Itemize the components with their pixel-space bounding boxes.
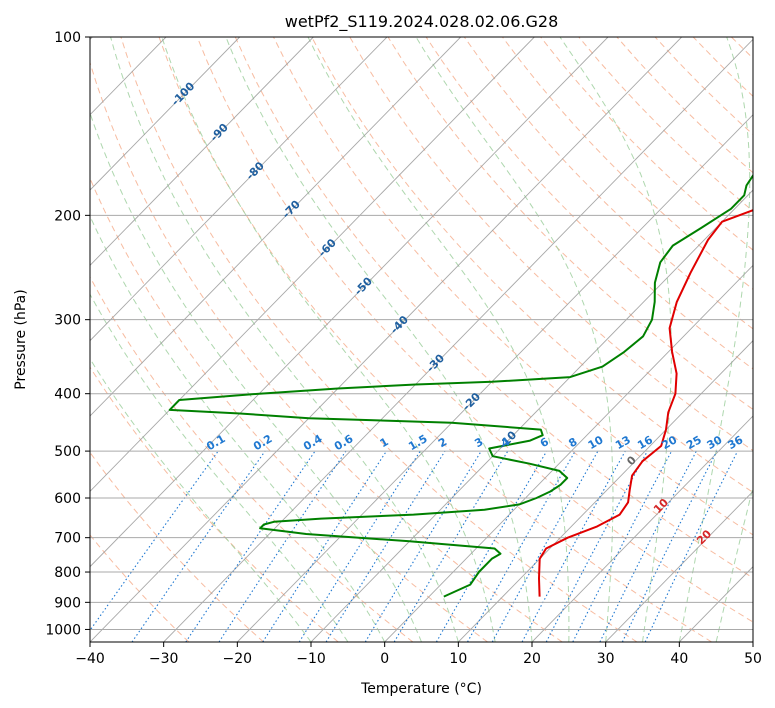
isotherm-line	[531, 415, 753, 642]
mixing-ratio-line	[298, 450, 421, 642]
mixing-ratio-line	[545, 450, 648, 642]
dry-adiabat	[90, 177, 488, 642]
dry-adiabat	[234, 37, 753, 579]
y-tick-label: 800	[54, 565, 81, 581]
dry-adiabat	[90, 366, 339, 642]
dry-adiabat	[311, 37, 753, 493]
moist-adiabat	[678, 37, 751, 642]
mixing-ratio-line	[185, 450, 316, 642]
x-tick-label: −10	[296, 651, 326, 667]
isotherm-line	[90, 37, 314, 267]
dry-adiabat	[196, 37, 753, 623]
moist-adiabat	[715, 485, 753, 642]
temperature-profile	[538, 209, 753, 597]
plot-background	[90, 37, 753, 642]
isotherm-line	[605, 490, 753, 642]
y-tick-label: 300	[54, 313, 81, 329]
x-tick-label: −40	[75, 651, 105, 667]
dry-adiabat	[90, 451, 264, 642]
y-tick-label: 200	[54, 208, 81, 224]
dry-adiabat	[770, 37, 775, 642]
dewpoint-profile	[168, 173, 753, 598]
moist-adiabat	[90, 111, 422, 642]
isotherm-line	[90, 37, 535, 492]
x-axis-ticks: −40 −30 −20 −10 0 10 20 30 40 50	[75, 642, 762, 667]
y-tick-label: 500	[54, 444, 81, 460]
isotherm-line	[90, 37, 388, 342]
x-tick-label: −20	[223, 651, 253, 667]
moist-adiabat	[225, 37, 533, 642]
moist-adiabat	[90, 214, 386, 642]
mixing-ratio-line	[262, 450, 387, 642]
isotherm-line	[90, 37, 609, 568]
mixing-ratio-line	[218, 450, 347, 642]
isotherm-line	[90, 37, 241, 191]
x-tick-label: 10	[449, 651, 467, 667]
isotherm-line	[90, 37, 683, 642]
y-tick-label: 400	[54, 387, 81, 403]
y-tick-label: 100	[54, 30, 81, 46]
mixing-ratio-line	[90, 450, 219, 632]
dry-adiabat	[425, 37, 753, 370]
x-axis-label: Temperature (°C)	[360, 681, 482, 697]
moist-adiabat	[110, 37, 459, 642]
moist-adiabat	[559, 37, 672, 642]
moist-adiabat	[161, 37, 496, 642]
x-tick-label: 50	[744, 651, 762, 667]
isotherm-line	[458, 340, 753, 642]
y-tick-label: 600	[54, 491, 81, 507]
y-axis-ticks: 100 200 300 400 500 600 700 800 900 1000	[45, 30, 90, 638]
x-tick-label: 40	[670, 651, 688, 667]
y-tick-label: 700	[54, 531, 81, 547]
dry-adiabat	[90, 61, 563, 642]
profile-lines	[168, 173, 753, 598]
dry-adiabat	[387, 37, 753, 411]
moist-adiabat	[415, 37, 614, 642]
isotherm-line	[384, 264, 753, 642]
isotherm-line	[752, 641, 753, 642]
mixing-ratio-line	[491, 450, 599, 642]
x-tick-label: 30	[597, 651, 615, 667]
y-tick-label: 900	[54, 595, 81, 611]
mixing-ratio-line	[599, 450, 697, 642]
chart-title: wetPf2_S119.2024.028.02.06.G28	[285, 12, 559, 32]
y-axis-label: Pressure (hPa)	[13, 289, 29, 389]
mixing-ratio-line	[467, 450, 576, 642]
dry-adiabat	[120, 37, 638, 642]
mixing-ratio-line	[131, 450, 266, 642]
moist-adiabat	[307, 37, 570, 642]
x-tick-label: 20	[523, 651, 541, 667]
background-lines	[90, 37, 775, 642]
isotherm-line	[90, 37, 462, 417]
mixing-ratio-line	[621, 450, 718, 642]
mixing-ratio-line	[521, 450, 626, 642]
mixing-ratio-line	[364, 450, 482, 642]
plot-frame	[89, 36, 754, 643]
dry-adiabat	[349, 37, 753, 452]
pressure-grid	[90, 37, 753, 630]
x-tick-label: −30	[149, 651, 179, 667]
x-tick-label: 0	[380, 651, 389, 667]
isotherm-line	[237, 114, 753, 642]
y-tick-label: 1000	[45, 622, 81, 638]
isotherm-line	[163, 38, 753, 642]
moist-adiabat	[90, 293, 349, 642]
